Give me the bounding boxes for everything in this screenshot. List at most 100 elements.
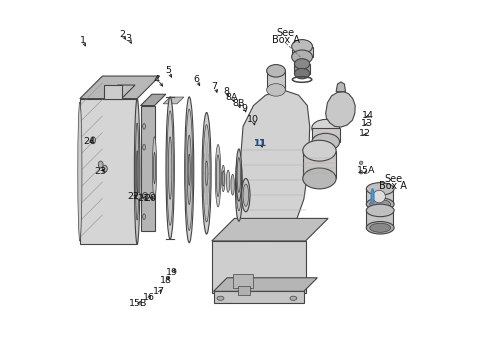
Ellipse shape bbox=[216, 155, 220, 197]
Ellipse shape bbox=[203, 125, 210, 222]
Polygon shape bbox=[214, 278, 318, 291]
Text: 4: 4 bbox=[154, 75, 160, 84]
Text: 24: 24 bbox=[84, 137, 96, 146]
Bar bbox=[232, 274, 254, 288]
Ellipse shape bbox=[102, 165, 108, 172]
Ellipse shape bbox=[154, 153, 156, 184]
Ellipse shape bbox=[222, 165, 225, 192]
Text: 10: 10 bbox=[247, 115, 259, 124]
Polygon shape bbox=[303, 151, 336, 178]
Ellipse shape bbox=[370, 223, 390, 232]
Ellipse shape bbox=[360, 170, 363, 174]
Polygon shape bbox=[140, 94, 166, 106]
Ellipse shape bbox=[142, 193, 148, 199]
Text: 14: 14 bbox=[362, 111, 374, 120]
Text: Box A: Box A bbox=[272, 35, 299, 44]
Text: 23: 23 bbox=[94, 167, 107, 176]
Ellipse shape bbox=[136, 151, 138, 192]
Ellipse shape bbox=[370, 199, 390, 209]
Text: 8B: 8B bbox=[232, 99, 244, 108]
Ellipse shape bbox=[142, 214, 146, 219]
Ellipse shape bbox=[292, 40, 312, 54]
Ellipse shape bbox=[136, 193, 140, 199]
Ellipse shape bbox=[205, 161, 208, 186]
Ellipse shape bbox=[266, 65, 285, 77]
Text: 12: 12 bbox=[360, 129, 372, 138]
Polygon shape bbox=[312, 128, 340, 142]
Ellipse shape bbox=[142, 124, 146, 129]
Text: 2: 2 bbox=[119, 30, 125, 39]
Polygon shape bbox=[294, 64, 310, 74]
Ellipse shape bbox=[186, 109, 192, 231]
Ellipse shape bbox=[142, 145, 146, 150]
Text: 1: 1 bbox=[80, 36, 86, 45]
Ellipse shape bbox=[202, 112, 211, 234]
Text: 19: 19 bbox=[166, 268, 178, 278]
Ellipse shape bbox=[366, 198, 394, 210]
Ellipse shape bbox=[266, 84, 285, 96]
Ellipse shape bbox=[167, 111, 173, 225]
Polygon shape bbox=[104, 85, 122, 99]
Text: 9: 9 bbox=[242, 104, 248, 113]
Polygon shape bbox=[237, 90, 310, 243]
Ellipse shape bbox=[237, 158, 240, 192]
Ellipse shape bbox=[303, 168, 336, 189]
Polygon shape bbox=[80, 99, 137, 244]
Polygon shape bbox=[336, 82, 345, 92]
Text: 11: 11 bbox=[254, 139, 266, 148]
Text: 8: 8 bbox=[224, 87, 230, 96]
Ellipse shape bbox=[312, 133, 340, 151]
Text: 20: 20 bbox=[144, 194, 156, 203]
Text: 5: 5 bbox=[166, 66, 172, 75]
Polygon shape bbox=[366, 189, 394, 204]
Ellipse shape bbox=[303, 140, 336, 161]
Polygon shape bbox=[214, 291, 304, 303]
Ellipse shape bbox=[231, 174, 234, 195]
Ellipse shape bbox=[168, 137, 172, 199]
Ellipse shape bbox=[236, 149, 242, 201]
Ellipse shape bbox=[243, 184, 248, 206]
Ellipse shape bbox=[334, 102, 346, 118]
Ellipse shape bbox=[236, 155, 242, 221]
Polygon shape bbox=[140, 106, 154, 231]
Text: See: See bbox=[276, 28, 295, 38]
Polygon shape bbox=[212, 241, 306, 293]
Ellipse shape bbox=[366, 204, 394, 217]
Polygon shape bbox=[292, 47, 312, 57]
Polygon shape bbox=[212, 218, 328, 241]
Ellipse shape bbox=[188, 154, 190, 186]
Ellipse shape bbox=[226, 170, 230, 192]
Text: 21: 21 bbox=[137, 194, 149, 203]
Ellipse shape bbox=[292, 50, 312, 64]
Ellipse shape bbox=[98, 161, 103, 168]
Ellipse shape bbox=[373, 190, 386, 203]
Text: 8A: 8A bbox=[226, 93, 238, 102]
Ellipse shape bbox=[222, 171, 224, 186]
Ellipse shape bbox=[78, 102, 82, 241]
Text: 13: 13 bbox=[361, 119, 373, 128]
Ellipse shape bbox=[312, 119, 340, 137]
Ellipse shape bbox=[184, 97, 194, 243]
Ellipse shape bbox=[290, 296, 297, 300]
Text: 22: 22 bbox=[128, 193, 140, 201]
Polygon shape bbox=[266, 71, 285, 90]
Ellipse shape bbox=[360, 161, 363, 164]
Text: 17: 17 bbox=[153, 287, 165, 296]
Ellipse shape bbox=[217, 296, 224, 300]
Text: 3: 3 bbox=[126, 34, 132, 43]
Text: 15A: 15A bbox=[358, 166, 376, 175]
Text: See: See bbox=[384, 174, 402, 184]
Ellipse shape bbox=[236, 166, 242, 211]
Ellipse shape bbox=[142, 193, 146, 198]
Text: 7: 7 bbox=[212, 82, 218, 91]
Ellipse shape bbox=[366, 183, 394, 195]
Ellipse shape bbox=[136, 123, 139, 220]
Ellipse shape bbox=[150, 193, 154, 199]
Ellipse shape bbox=[187, 135, 192, 204]
Text: 18: 18 bbox=[160, 276, 172, 285]
Ellipse shape bbox=[134, 99, 140, 244]
Text: Box A: Box A bbox=[379, 181, 407, 191]
Polygon shape bbox=[326, 92, 355, 127]
Ellipse shape bbox=[152, 137, 156, 199]
Ellipse shape bbox=[366, 222, 394, 234]
